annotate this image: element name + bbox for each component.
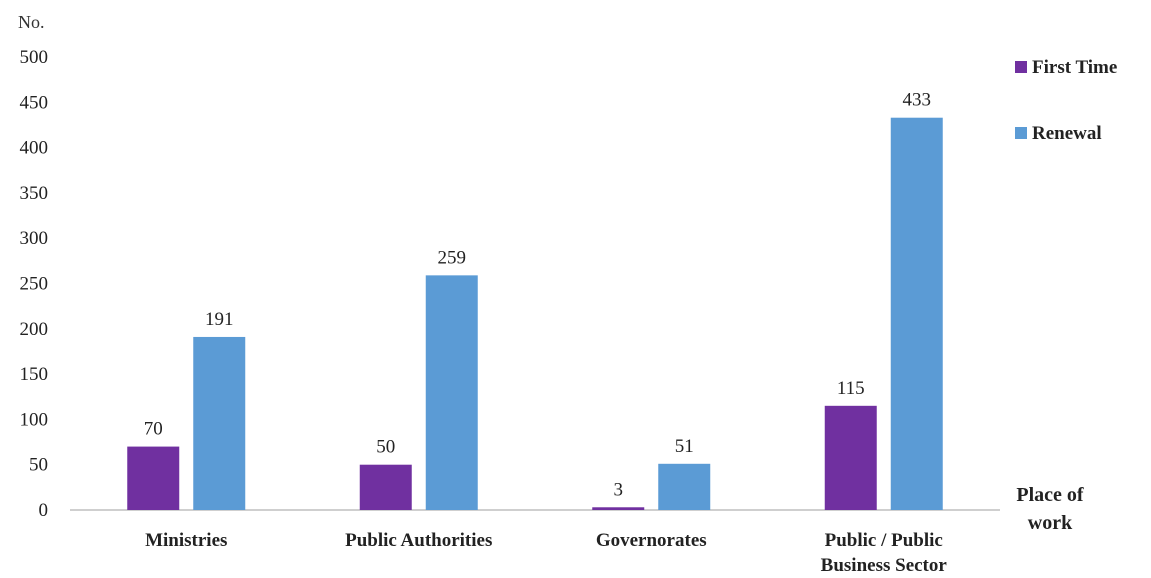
y-tick-label: 150 — [20, 364, 49, 385]
y-tick-label: 250 — [20, 274, 49, 295]
y-tick-label: 100 — [20, 409, 49, 430]
y-tick-label: 50 — [29, 455, 48, 476]
bar — [359, 464, 412, 510]
data-labels: 70 191 50 259 3 51 115 433 — [144, 90, 931, 501]
y-axis-label: No. — [18, 12, 45, 32]
x-axis-label-line: work — [1028, 512, 1073, 534]
legend-swatch — [1015, 127, 1027, 139]
data-label: 50 — [376, 437, 395, 458]
y-tick-label: 450 — [20, 92, 49, 113]
legend-label: Renewal — [1032, 123, 1102, 144]
y-tick-label: 300 — [20, 228, 49, 249]
data-label: 433 — [903, 90, 932, 111]
x-axis-label: Place of work — [1016, 484, 1084, 534]
category-label: Ministries — [145, 530, 227, 551]
bar — [824, 405, 877, 510]
data-label: 70 — [144, 419, 163, 440]
category-label: Governorates — [596, 530, 707, 551]
bar — [592, 507, 645, 510]
legend: First Time Renewal — [1015, 57, 1117, 144]
bar — [890, 117, 943, 511]
x-axis-label-line: Place of — [1016, 484, 1084, 506]
legend-swatch — [1015, 61, 1027, 73]
bar — [658, 463, 711, 510]
data-label: 191 — [205, 309, 234, 330]
data-label: 259 — [438, 247, 467, 268]
y-tick-label: 350 — [20, 183, 49, 204]
bars — [127, 117, 943, 511]
category-label: Public Authorities — [345, 530, 492, 551]
bar — [193, 336, 246, 510]
y-tick-label: 500 — [20, 47, 49, 68]
category-label: Public / Public — [825, 530, 943, 551]
y-tick-label: 0 — [39, 500, 49, 521]
legend-label: First Time — [1032, 57, 1117, 78]
data-label: 3 — [614, 479, 624, 500]
bar — [127, 446, 180, 510]
y-tick-label: 200 — [20, 319, 49, 340]
data-label: 115 — [837, 378, 865, 399]
bar — [425, 275, 478, 510]
y-tick-label: 400 — [20, 138, 49, 159]
category-labels: Ministries Public Authorities Governorates… — [145, 530, 947, 576]
category-label: Business Sector — [821, 555, 948, 576]
y-axis-ticks: 0 50 100 150 200 250 300 350 400 450 500 — [20, 47, 49, 521]
data-label: 51 — [675, 436, 694, 457]
